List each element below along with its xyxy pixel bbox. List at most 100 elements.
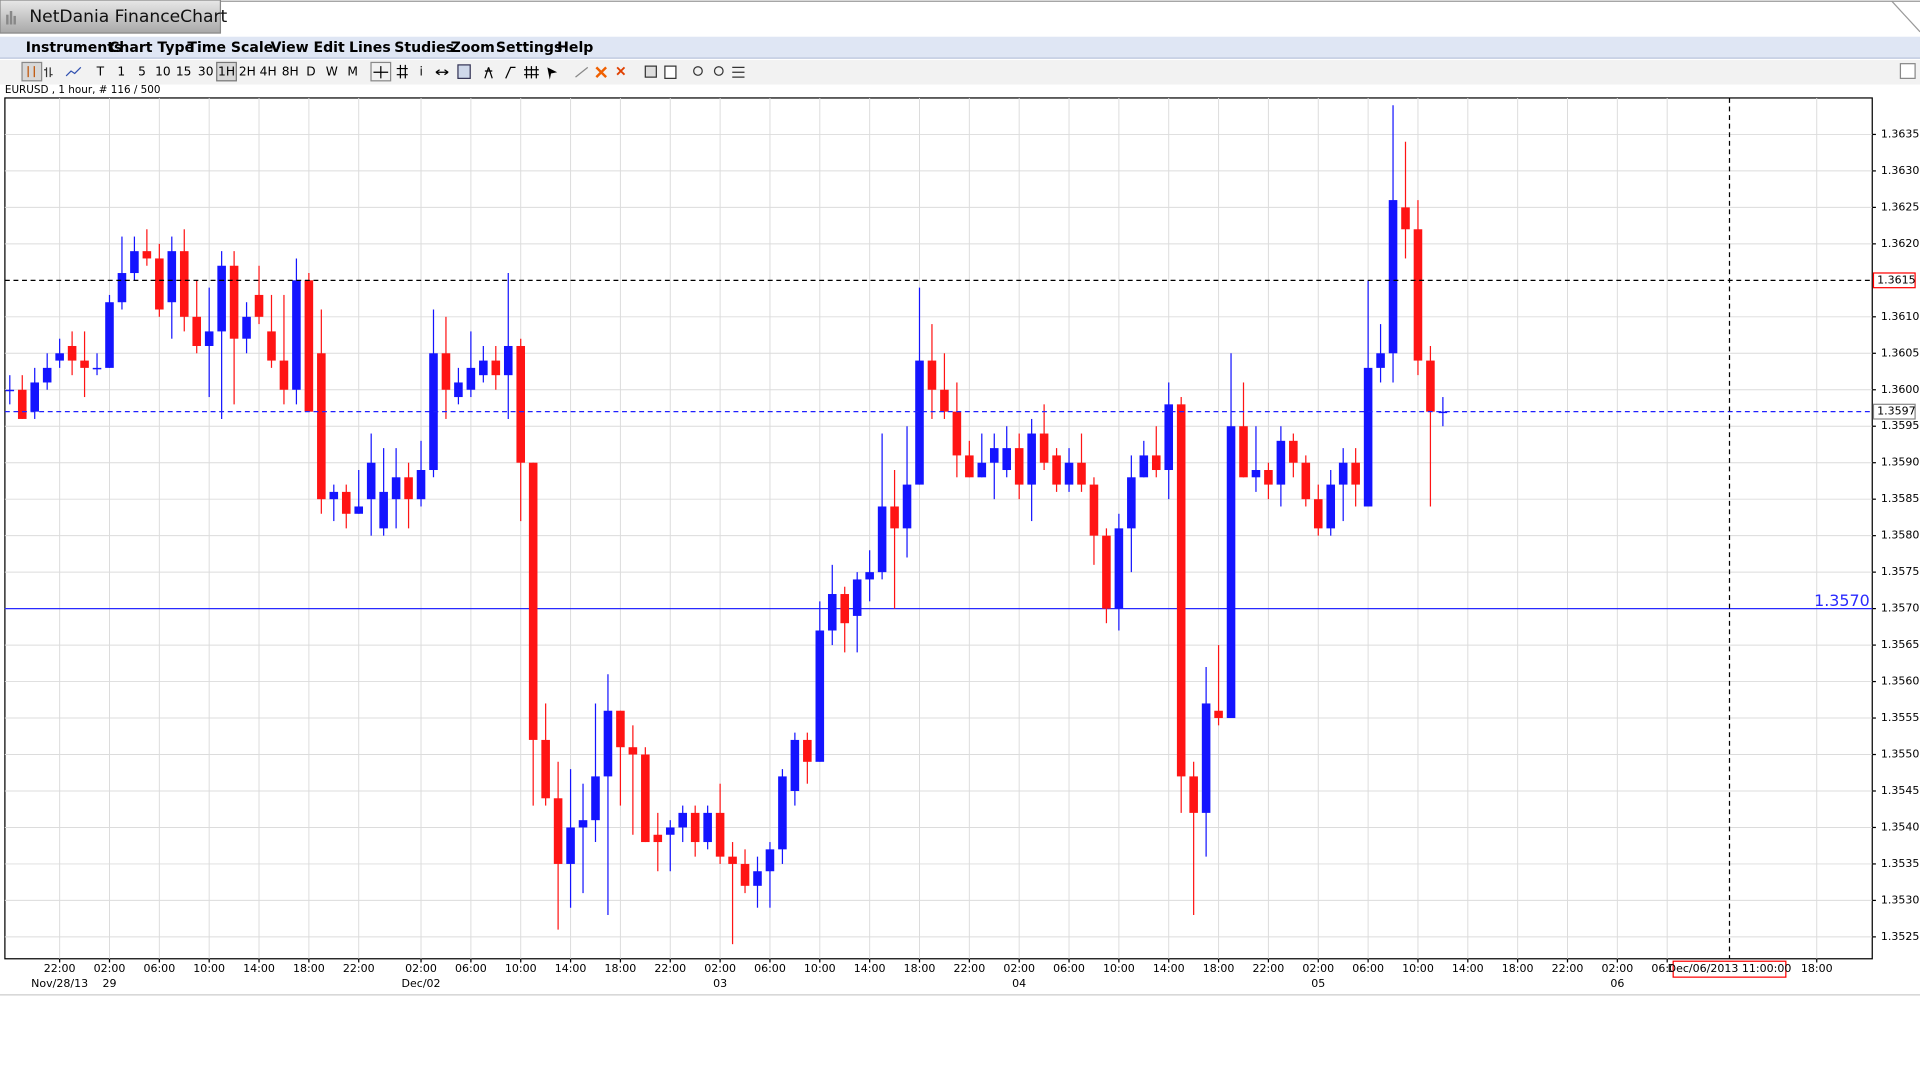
timescale-button[interactable]: 30: [198, 65, 214, 79]
timescale-button[interactable]: T: [96, 65, 105, 79]
zoom-in-tool[interactable]: [693, 66, 703, 76]
menu-item[interactable]: Help: [557, 40, 593, 56]
x-tick-label: 18:00: [1801, 962, 1833, 975]
scroll-tool[interactable]: [435, 69, 449, 76]
pointer-tool[interactable]: [547, 67, 558, 80]
candle-body: [1388, 200, 1398, 354]
x-tick-label: 22:00: [1552, 962, 1584, 975]
y-tick-label: 1.3620: [1881, 237, 1920, 250]
last-price-label: 1.3597: [1877, 405, 1916, 418]
timescale-button[interactable]: 4H: [260, 65, 277, 79]
candle-body: [902, 484, 912, 529]
candle-tool-icon: [27, 66, 35, 78]
candle-body: [1039, 433, 1049, 463]
volume-tool[interactable]: [457, 64, 471, 79]
candle-body: [1264, 470, 1273, 485]
y-tick-label: 1.3535: [1881, 857, 1920, 870]
toolbar-button-pressed[interactable]: [216, 61, 237, 82]
timescale-button[interactable]: M: [347, 65, 358, 79]
candle-body: [591, 776, 600, 821]
y-tick-label: 1.3555: [1881, 711, 1920, 724]
candle-body: [1201, 703, 1211, 813]
bar-tool[interactable]: [44, 67, 53, 78]
x-tick-label: 18:00: [293, 962, 325, 975]
zoom-out-tool[interactable]: [713, 66, 724, 76]
y-tick-label: 1.3570: [1881, 602, 1920, 615]
candle-body: [454, 382, 463, 398]
menu-item[interactable]: Edit: [313, 40, 345, 56]
menu-item[interactable]: Lines: [349, 40, 391, 56]
candle-body: [267, 331, 276, 361]
candle-body: [404, 477, 413, 500]
candle-body: [915, 360, 924, 485]
timescale-button[interactable]: 5: [138, 65, 146, 79]
y-tick-label: 1.3635: [1881, 127, 1920, 140]
pen-tool[interactable]: [575, 66, 589, 78]
y-tick-label: 1.3590: [1881, 456, 1920, 469]
timescale-button[interactable]: W: [326, 65, 338, 79]
grid-tool[interactable]: [396, 64, 408, 79]
y-tick-label: 1.3550: [1881, 748, 1920, 761]
window-tool[interactable]: [1899, 63, 1916, 79]
delete-all-tool[interactable]: [616, 66, 626, 76]
timescale-button[interactable]: 8H: [282, 65, 299, 79]
timescale-button[interactable]: D: [306, 65, 315, 79]
menu-item[interactable]: Time Scale: [187, 40, 273, 56]
candle-body: [304, 280, 314, 412]
menu-item[interactable]: Settings: [496, 40, 562, 56]
x-tick-label: 10:00: [193, 962, 225, 975]
print-tool[interactable]: [644, 65, 657, 78]
fibonacci-tool[interactable]: [524, 66, 539, 79]
timescale-button[interactable]: 10: [155, 65, 171, 79]
menu-item[interactable]: Instruments: [26, 40, 123, 56]
menu-item[interactable]: Zoom: [451, 40, 495, 56]
candle-body: [927, 360, 937, 390]
y-tick-label: 1.3560: [1881, 675, 1920, 688]
line-tool[interactable]: [65, 66, 82, 77]
preview-tool[interactable]: [664, 65, 677, 79]
app-icon: [6, 11, 16, 25]
candle-body: [1401, 207, 1410, 230]
cursor-time-label: Dec/06/2013 11:00:00: [1668, 962, 1792, 975]
candle-tool[interactable]: [21, 61, 43, 82]
candle-body: [616, 710, 625, 748]
x-tick-label: 14:00: [1153, 962, 1185, 975]
channel-tool[interactable]: [505, 66, 516, 79]
x-tick-label: 06:00: [1352, 962, 1384, 975]
candle-body: [279, 360, 289, 390]
menu-item[interactable]: Studies: [394, 40, 454, 56]
candle-body: [790, 739, 800, 791]
x-tick-label: 06:00: [455, 962, 487, 975]
timescale-button[interactable]: 1: [117, 65, 125, 79]
info-tool[interactable]: i: [420, 65, 423, 79]
candle-body: [815, 630, 825, 762]
trendline-tool[interactable]: [484, 67, 493, 79]
candle-body: [827, 594, 837, 631]
timescale-button[interactable]: 2H: [239, 65, 256, 79]
timescale-button[interactable]: 1H: [218, 65, 235, 79]
x-date-label: 06: [1610, 977, 1624, 990]
candle-body: [92, 367, 102, 370]
candle-body: [354, 506, 364, 514]
menu-item[interactable]: View: [271, 40, 309, 56]
timescale-button[interactable]: 15: [176, 65, 192, 79]
candle-body: [865, 572, 874, 580]
x-date-label: 03: [713, 977, 727, 990]
candle-body: [1052, 455, 1061, 485]
x-tick-label: 14:00: [555, 962, 587, 975]
candle-body: [1176, 404, 1186, 777]
crosshair-tool[interactable]: [373, 66, 389, 79]
y-tick-label: 1.3575: [1881, 565, 1920, 578]
delete-tool[interactable]: [595, 66, 607, 79]
candle-body: [1027, 433, 1036, 485]
candle-body: [254, 294, 264, 317]
candle-body: [1313, 499, 1323, 529]
title-bar-border: [1891, 0, 1920, 33]
menu-item[interactable]: Chart Type: [109, 40, 194, 56]
zoom-fit-tool[interactable]: [732, 66, 745, 78]
app-tab[interactable]: [0, 0, 222, 34]
cursor-price-box: [1872, 272, 1916, 289]
candle-body: [1413, 229, 1423, 361]
candle-body: [753, 871, 762, 886]
